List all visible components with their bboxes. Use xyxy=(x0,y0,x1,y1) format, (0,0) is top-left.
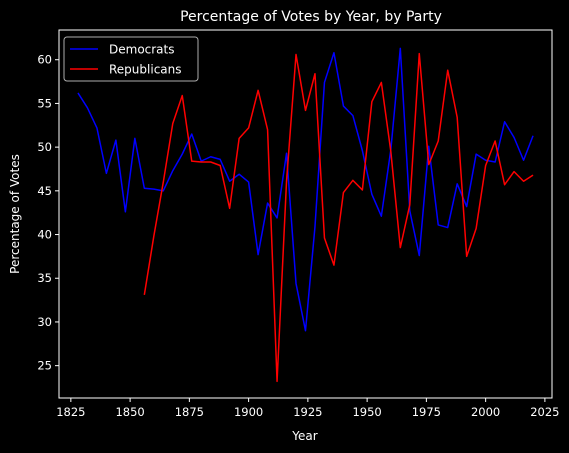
x-tick-label: 2025 xyxy=(530,405,559,419)
x-tick-label: 1825 xyxy=(56,405,85,419)
x-tick-label: 1950 xyxy=(352,405,381,419)
y-tick-label: 30 xyxy=(37,315,52,329)
legend: Democrats Republicans xyxy=(63,36,199,82)
x-tick-label: 1975 xyxy=(412,405,441,419)
x-tick-label: 2000 xyxy=(471,405,500,419)
plot-area xyxy=(58,29,553,399)
y-tick-label: 40 xyxy=(37,228,52,242)
legend-label-republicans: Republicans xyxy=(109,63,182,77)
legend-box xyxy=(63,36,199,82)
y-tick-label: 50 xyxy=(37,140,52,154)
chart-title: Percentage of Votes by Year, by Party xyxy=(180,9,442,25)
x-tick-label: 1875 xyxy=(175,405,204,419)
x-axis: 1825 1850 1875 1900 1925 1950 1975 2000 2025 xyxy=(56,398,560,419)
y-tick-label: 60 xyxy=(37,53,52,67)
x-axis-label: Year xyxy=(291,429,317,443)
series-line-democrats xyxy=(77,47,534,332)
y-axis-label: Percentage of Votes xyxy=(8,154,22,274)
x-tick-label: 1900 xyxy=(234,405,263,419)
series-line-republicans xyxy=(143,52,534,383)
y-tick-label: 25 xyxy=(37,359,52,373)
x-tick-label: 1850 xyxy=(115,405,144,419)
y-tick-label: 45 xyxy=(37,184,52,198)
y-axis: 25 30 35 40 45 50 55 60 xyxy=(37,53,59,373)
y-tick-label: 35 xyxy=(37,271,52,285)
legend-label-democrats: Democrats xyxy=(109,43,175,57)
x-tick-label: 1925 xyxy=(293,405,322,419)
y-tick-label: 55 xyxy=(37,96,52,110)
plot-frame xyxy=(58,29,553,399)
series-layer xyxy=(77,47,534,383)
